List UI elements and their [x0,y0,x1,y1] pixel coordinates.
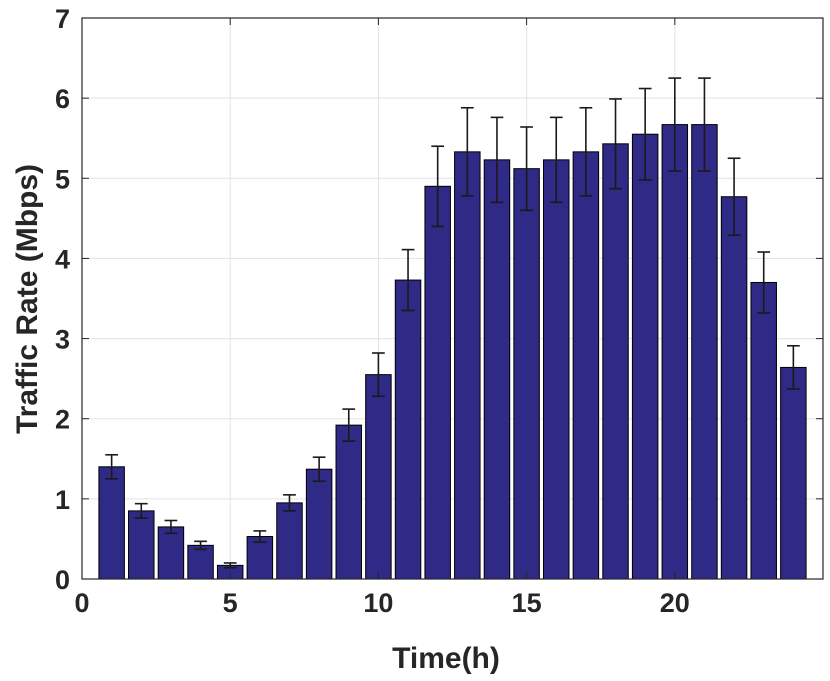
bar [631,133,659,580]
bar [720,196,748,580]
bar [157,526,185,580]
plot-frame [81,17,824,580]
x-axis-label: Time(h) [392,642,500,675]
x-tick-label: 20 [660,588,690,618]
bar [454,151,481,580]
x-tick-label: 0 [74,588,89,618]
bars [98,124,807,580]
bar [98,466,125,580]
bar [572,151,600,580]
y-tick-label: 5 [55,164,70,194]
bar [187,544,214,580]
y-tick-label: 3 [55,325,70,355]
bar [394,279,422,580]
bar [276,502,303,580]
y-tick-label: 7 [55,4,70,34]
y-tick-label: 6 [55,84,70,114]
bar [335,424,363,580]
bar [691,124,718,580]
bar [305,468,333,580]
x-tick-label: 10 [363,588,393,618]
bar [602,143,629,580]
bar [246,536,274,580]
x-tick-label: 5 [223,588,238,618]
y-axis-label: Traffic Rate (Mbps) [11,164,44,434]
x-tick-label: 15 [512,588,542,618]
bar [483,159,511,580]
bar [780,366,807,580]
bar [513,168,540,580]
y-tick-label: 2 [55,405,70,435]
error-bars [105,77,800,569]
bar [661,124,689,580]
y-tick-label: 4 [55,244,70,274]
bar [542,159,570,580]
bar [750,281,777,580]
bar [365,374,392,580]
y-tick-label: 0 [55,565,70,595]
bar [424,185,451,580]
axis-ticks: 0 5 10 15 20 0 1 2 3 4 5 6 7 [55,4,823,618]
bar [128,510,155,580]
y-tick-label: 1 [55,485,70,515]
